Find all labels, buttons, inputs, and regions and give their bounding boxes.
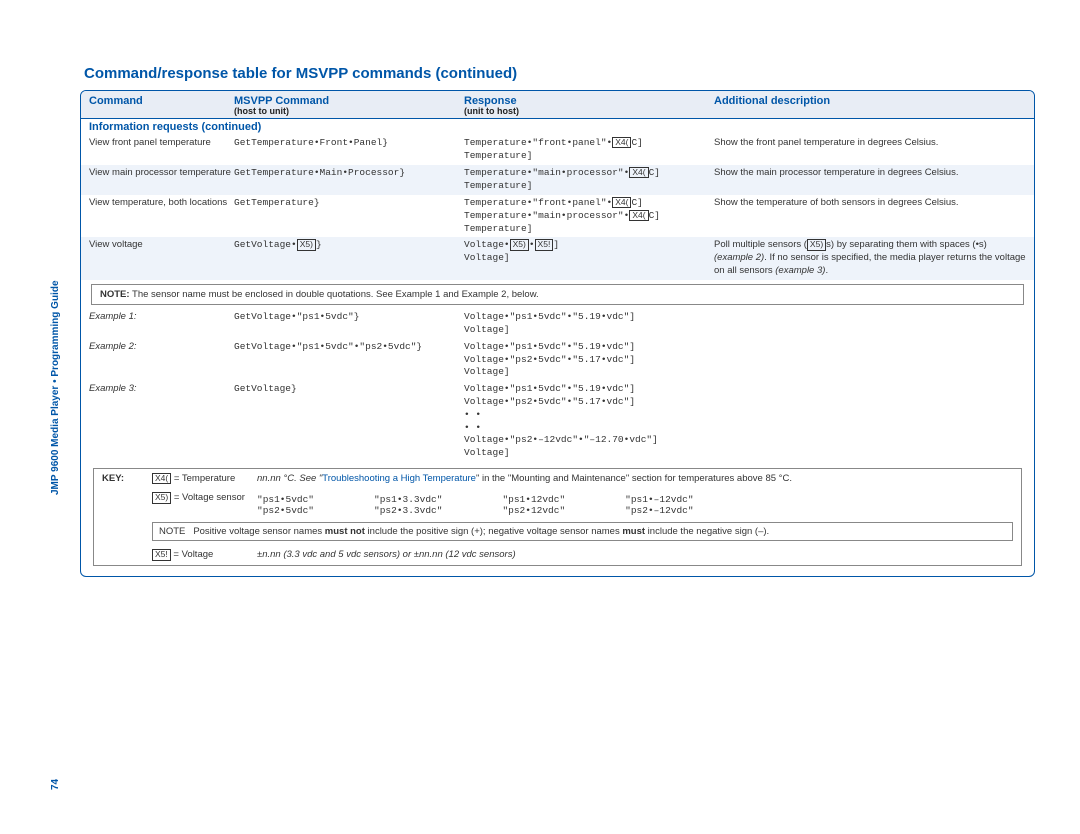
resp-cell: Temperature•"front•panel"•X4(C]Temperatu… [464,137,714,163]
desc-cell: Show the temperature of both sensors in … [714,197,1026,236]
resp-cell: Voltage•X5)•X5!]Voltage] [464,239,714,278]
example-label: Example 1: [89,311,234,337]
key-x5-box: X5) [152,492,171,503]
msvpp-cell: GetVoltage•X5)} [234,239,464,278]
sensor-b1: "ps2•3.3vdc" [374,505,442,516]
key-x4-right: nn.nn °C. See "Troubleshooting a High Te… [257,473,1013,484]
example-row: Example 2:GetVoltage•"ps1•5vdc"•"ps2•5vd… [81,339,1034,381]
desc-cell: Show the front panel temperature in degr… [714,137,1026,163]
command-table: Command MSVPP Command (host to unit) Res… [80,90,1035,577]
cmd-cell: View front panel temperature [89,137,234,163]
msvpp-cell: GetTemperature} [234,197,464,236]
key-x5b-r: ±n.nn (3.3 vdc and 5 vdc sensors) or ±nn… [257,549,516,560]
sensor-d0: "ps1•–12vdc" [625,494,693,505]
key-x5-var: X5) = Voltage sensor [152,492,257,516]
example-label: Example 3: [89,383,234,460]
sidebar-title: JMP 9600 Media Player • Programming Guid… [50,280,61,495]
note-label: NOTE: [100,289,130,300]
desc-cell: Show the main processor temperature in d… [714,167,1026,193]
hdr-msvpp: MSVPP Command (host to unit) [234,95,464,116]
cmd-cell: View temperature, both locations [89,197,234,236]
msvpp-cell: GetTemperature•Front•Panel} [234,137,464,163]
key-sensor-grid: "ps1•5vdc""ps2•5vdc" "ps1•3.3vdc""ps2•3.… [257,492,1013,516]
sensor-d1: "ps2•–12vdc" [625,505,693,516]
sensor-a0: "ps1•5vdc" [257,494,314,505]
key-x5b-box: X5! [152,549,171,560]
example-row: Example 3:GetVoltage}Voltage•"ps1•5vdc"•… [81,381,1034,462]
resp-cell: Temperature•"front•panel"•X4(C]Temperatu… [464,197,714,236]
key-x5b-var: X5! = Voltage [152,549,257,560]
key-block: KEY: X4( = Temperature nn.nn °C. See "Tr… [93,468,1022,566]
hdr-response-sub: (unit to host) [464,106,714,116]
note-text: The sensor name must be enclosed in doub… [132,289,539,300]
example-msvpp: GetVoltage} [234,383,464,460]
msvpp-cell: GetTemperature•Main•Processor} [234,167,464,193]
note-box-1: NOTE: The sensor name must be enclosed i… [91,284,1024,305]
sensor-b0: "ps1•3.3vdc" [374,494,442,505]
key-row-x5b: X5! = Voltage ±n.nn (3.3 vdc and 5 vdc s… [94,545,1021,564]
page-number: 74 [50,779,61,790]
section-header: Information requests (continued) [81,119,1034,135]
table-header-row: Command MSVPP Command (host to unit) Res… [81,91,1034,119]
page-title: Command/response table for MSVPP command… [80,65,1035,82]
key-x5b-def: = Voltage [173,550,213,561]
sensor-a1: "ps2•5vdc" [257,505,314,516]
table-row: View temperature, both locationsGetTempe… [81,195,1034,238]
example-resp: Voltage•"ps1•5vdc"•"5.19•vdc"]Voltage•"p… [464,341,714,379]
example-msvpp: GetVoltage•"ps1•5vdc"} [234,311,464,337]
key-note-label: NOTE [159,526,185,537]
resp-cell: Temperature•"main•processor"•X4(C]Temper… [464,167,714,193]
key-x4-def: = Temperature [174,473,235,484]
example-label: Example 2: [89,341,234,379]
desc-cell: Poll multiple sensors (X5)s) by separati… [714,239,1026,278]
key-note: NOTE Positive voltage sensor names must … [152,522,1013,541]
example-msvpp: GetVoltage•"ps1•5vdc"•"ps2•5vdc"} [234,341,464,379]
key-row-x4: KEY: X4( = Temperature nn.nn °C. See "Tr… [94,469,1021,488]
cmd-cell: View voltage [89,239,234,278]
key-x4-link[interactable]: Troubleshooting a High Temperature [322,473,476,484]
hdr-msvpp-sub: (host to unit) [234,106,464,116]
key-x4-r1: nn.nn °C. See " [257,473,322,484]
example-resp: Voltage•"ps1•5vdc"•"5.19•vdc"]Voltage•"p… [464,383,714,460]
key-x5b-right: ±n.nn (3.3 vdc and 5 vdc sensors) or ±nn… [257,549,1013,560]
cmd-cell: View main processor temperature [89,167,234,193]
hdr-additional: Additional description [714,95,1026,116]
sensor-c1: "ps2•12vdc" [502,505,565,516]
key-x4-var: X4( = Temperature [152,473,257,484]
sensor-c0: "ps1•12vdc" [502,494,565,505]
key-x5-def: = Voltage sensor [174,493,245,504]
table-row: View voltageGetVoltage•X5)}Voltage•X5)•X… [81,237,1034,280]
key-row-x5: X5) = Voltage sensor "ps1•5vdc""ps2•5vdc… [94,488,1021,520]
table-row: View front panel temperatureGetTemperatu… [81,135,1034,165]
example-resp: Voltage•"ps1•5vdc"•"5.19•vdc"]Voltage] [464,311,714,337]
key-x4-box: X4( [152,473,171,484]
key-x4-r2: " in the "Mounting and Maintenance" sect… [476,473,792,484]
table-row: View main processor temperatureGetTemper… [81,165,1034,195]
key-note-text: Positive voltage sensor names must not i… [193,526,769,537]
hdr-command: Command [89,95,234,116]
hdr-response: Response (unit to host) [464,95,714,116]
example-row: Example 1:GetVoltage•"ps1•5vdc"}Voltage•… [81,309,1034,339]
key-lead: KEY: [102,473,152,484]
